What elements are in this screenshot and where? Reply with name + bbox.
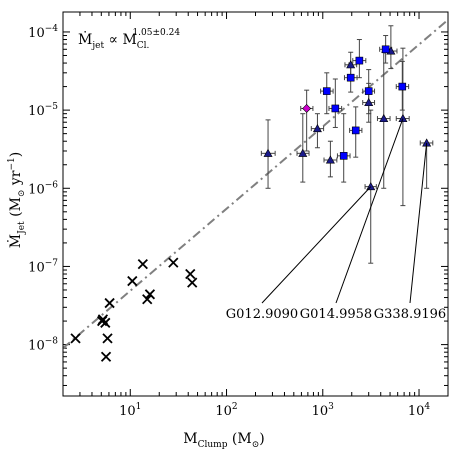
x-marker xyxy=(104,297,115,309)
annotation-label: G012.9090 xyxy=(226,307,298,322)
x-tick-label: 101 xyxy=(119,402,141,419)
x-marker xyxy=(185,268,196,280)
square-marker xyxy=(355,56,364,65)
square-marker xyxy=(339,152,348,160)
square-marker xyxy=(364,87,373,95)
x-marker xyxy=(137,259,148,270)
x-tick-label: 103 xyxy=(312,402,335,419)
annotation-leader xyxy=(261,186,372,304)
x-marker xyxy=(100,317,111,328)
triangle-marker xyxy=(379,113,389,123)
annotation-label: G014.9958 xyxy=(300,307,372,322)
square-marker xyxy=(322,87,331,95)
data-points xyxy=(70,45,432,362)
x-marker xyxy=(70,333,81,344)
y-tick-label: 10−5 xyxy=(28,102,58,119)
y-tick-label: 10−6 xyxy=(28,180,58,197)
annotation-leader xyxy=(409,142,428,304)
triangle-marker xyxy=(398,113,408,123)
x-tick-label: 104 xyxy=(408,402,431,419)
triangle-marker xyxy=(366,182,376,191)
x-marker-stroke xyxy=(100,317,111,328)
triangle-marker xyxy=(298,148,308,157)
x-marker-stroke xyxy=(102,333,113,344)
y-tick-label: 10−8 xyxy=(28,337,58,354)
error-bars xyxy=(260,25,434,264)
square-marker xyxy=(381,45,390,54)
x-marker xyxy=(142,294,153,305)
square-marker xyxy=(346,73,355,82)
x-marker xyxy=(127,275,138,287)
triangle-marker xyxy=(364,97,374,107)
relation-label: Ṁjet ∝ MCl.1.05±0.24 xyxy=(78,28,180,51)
x-marker-stroke xyxy=(142,294,153,305)
triangle-marker xyxy=(325,155,335,164)
x-marker-stroke xyxy=(104,297,115,309)
x-marker-stroke xyxy=(70,333,81,344)
square-marker xyxy=(331,104,340,113)
x-marker-stroke xyxy=(187,277,198,288)
y-tick-label: 10−7 xyxy=(28,258,58,275)
triangle-marker xyxy=(312,123,322,133)
error-bar xyxy=(336,113,351,183)
axis-ticks: 101 102 103 104 10−8 10−7 10−6 10−5 10−4 xyxy=(28,12,449,419)
x-marker-stroke xyxy=(127,275,138,287)
y-tick-label: 10−4 xyxy=(28,24,58,41)
x-marker xyxy=(187,277,198,288)
x-marker xyxy=(144,289,156,300)
annotation-leaders xyxy=(261,118,428,304)
annotation-labels: G012.9090 G014.9958 G338.9196 xyxy=(226,307,446,322)
x-marker xyxy=(100,351,112,362)
x-marker-stroke xyxy=(137,259,148,270)
x-marker-stroke xyxy=(168,257,179,268)
y-axis-label: ṀJet (M⊙ yr−1) xyxy=(6,152,27,249)
x-tick-label: 102 xyxy=(215,402,237,419)
annotation-label: G338.9196 xyxy=(374,307,446,322)
plot-frame xyxy=(62,11,449,397)
x-marker-stroke xyxy=(144,289,156,300)
annotation-leader xyxy=(335,118,404,304)
x-marker-stroke xyxy=(100,351,112,362)
triangle-marker xyxy=(346,60,356,69)
x-marker-stroke xyxy=(185,268,196,280)
square-marker xyxy=(398,82,407,91)
error-bar xyxy=(328,78,343,128)
x-marker xyxy=(168,257,179,268)
x-marker xyxy=(102,333,113,344)
diamond-marker xyxy=(302,104,312,113)
x-axis-label: MClump (M⊙) xyxy=(183,431,264,450)
triangle-marker xyxy=(263,148,273,157)
square-marker xyxy=(351,126,360,135)
